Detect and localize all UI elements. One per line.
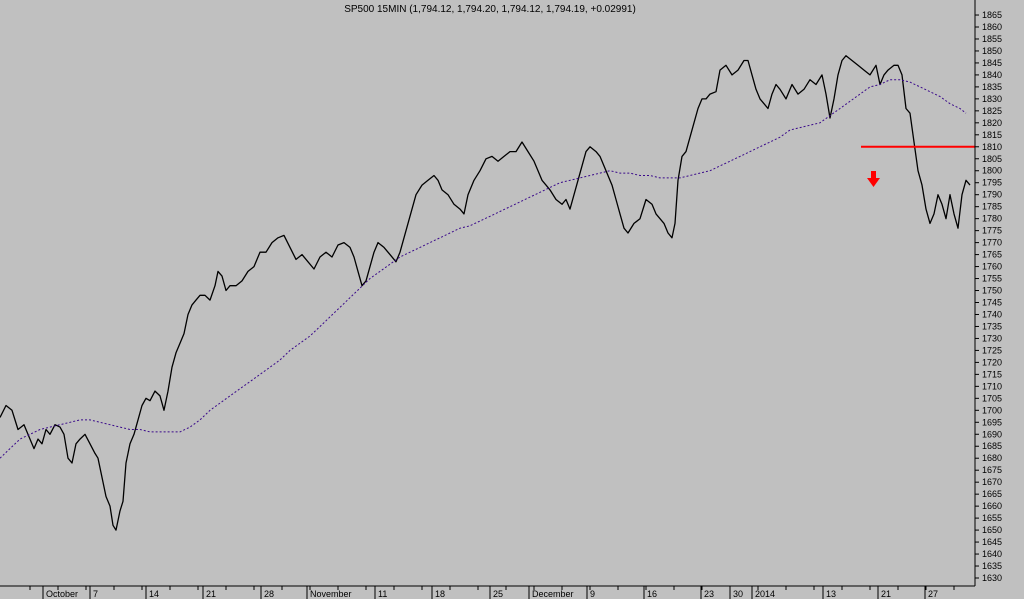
y-tick-label: 1845 (982, 58, 1002, 68)
y-tick-label: 1840 (982, 70, 1002, 80)
y-tick-label: 1745 (982, 298, 1002, 308)
x-tick-label: 28 (264, 589, 274, 599)
price-line (0, 55, 971, 531)
y-tick-label: 1775 (982, 226, 1002, 236)
y-tick-label: 1685 (982, 441, 1002, 451)
y-tick-label: 1660 (982, 501, 1002, 511)
x-tick-label: 2014 (755, 589, 775, 599)
y-tick-label: 1655 (982, 513, 1002, 523)
y-tick-label: 1785 (982, 202, 1002, 212)
y-tick-label: 1810 (982, 142, 1002, 152)
y-axis: 1865 1860 1855 1850 1845 1840 1835 1830 1825 1820… (974, 0, 1024, 599)
x-tick-label: 16 (647, 589, 657, 599)
y-tick-label: 1665 (982, 489, 1002, 499)
y-tick-label: 1740 (982, 309, 1002, 319)
down-arrow-shaft (871, 171, 876, 179)
x-tick-label: 18 (435, 589, 445, 599)
x-tick-label: 11 (378, 589, 387, 599)
y-tick-label: 1635 (982, 561, 1002, 571)
y-tick-label: 1850 (982, 46, 1002, 56)
y-tick-label: 1820 (982, 118, 1002, 128)
y-tick-label: 1860 (982, 22, 1002, 32)
y-tick-label: 1640 (982, 549, 1002, 559)
y-tick-label: 1725 (982, 345, 1002, 355)
y-tick-label: 1705 (982, 393, 1002, 403)
y-tick-label: 1695 (982, 417, 1002, 427)
y-tick-label: 1680 (982, 453, 1002, 463)
y-tick-label: 1630 (982, 573, 1002, 583)
y-tick-label: 1800 (982, 166, 1002, 176)
x-tick-label: November (310, 589, 352, 599)
y-tick-label: 1645 (982, 537, 1002, 547)
y-tick-label: 1700 (982, 405, 1002, 415)
x-tick-label: 30 (733, 589, 743, 599)
moving-average-line (0, 79, 967, 459)
x-tick-label: 21 (206, 589, 216, 599)
y-tick-label: 1670 (982, 477, 1002, 487)
y-tick-label: 1795 (982, 178, 1002, 188)
x-tick-label: 25 (493, 589, 503, 599)
x-tick-label: 21 (881, 589, 891, 599)
down-arrow-icon (867, 171, 880, 187)
y-tick-label: 1760 (982, 262, 1002, 272)
y-tick-label: 1830 (982, 94, 1002, 104)
y-tick-label: 1855 (982, 34, 1002, 44)
x-tick-label: October (46, 589, 78, 599)
price-area (0, 55, 984, 531)
y-tick-label: 1770 (982, 238, 1002, 248)
y-tick-label: 1710 (982, 381, 1002, 391)
y-tick-label: 1720 (982, 357, 1002, 367)
x-tick-label: 14 (149, 589, 159, 599)
y-tick-label: 1815 (982, 130, 1002, 140)
y-tick-label: 1675 (982, 465, 1002, 475)
y-tick-label: 1835 (982, 82, 1002, 92)
y-tick-label: 1780 (982, 214, 1002, 224)
y-tick-label: 1805 (982, 154, 1002, 164)
y-axis-panel (975, 0, 1024, 599)
x-tick-label: 27 (928, 589, 938, 599)
y-tick-label: 1730 (982, 333, 1002, 343)
y-tick-label: 1765 (982, 250, 1002, 260)
down-arrow-head (867, 178, 880, 187)
y-tick-label: 1865 (982, 10, 1002, 20)
y-tick-label: 1790 (982, 190, 1002, 200)
chart-title: SP500 15MIN (1,794.12, 1,794.20, 1,794.1… (344, 4, 636, 15)
x-tick-label: 7 (93, 589, 98, 599)
x-axis: October 7 14 21 28 November 11 18 25 December 9 16 2… (0, 585, 975, 599)
y-tick-label: 1735 (982, 321, 1002, 331)
y-tick-label: 1755 (982, 274, 1002, 284)
y-tick-label: 1750 (982, 286, 1002, 296)
x-tick-label: December (532, 589, 574, 599)
y-tick-label: 1690 (982, 429, 1002, 439)
x-tick-label: 13 (826, 589, 836, 599)
x-tick-label: 23 (704, 589, 714, 599)
y-tick-label: 1650 (982, 525, 1002, 535)
x-tick-label: 9 (590, 589, 595, 599)
y-tick-label: 1825 (982, 106, 1002, 116)
y-tick-label: 1715 (982, 369, 1002, 379)
